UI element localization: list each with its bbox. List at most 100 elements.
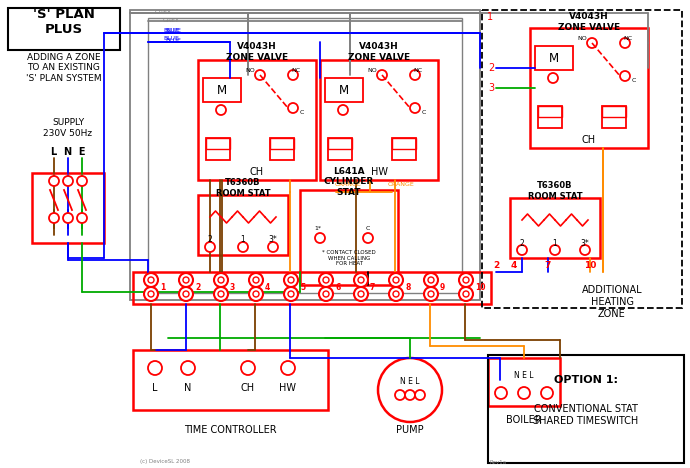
Text: CONVENTIONAL STAT
SHARED TIMESWITCH: CONVENTIONAL STAT SHARED TIMESWITCH	[533, 404, 639, 426]
Bar	[538, 106, 562, 117]
Text: C: C	[366, 226, 371, 231]
Circle shape	[218, 291, 224, 297]
Text: 6: 6	[335, 283, 340, 292]
Bar	[538, 106, 562, 128]
Text: 3*: 3*	[268, 235, 277, 244]
Circle shape	[517, 245, 527, 255]
Circle shape	[179, 287, 193, 301]
Bar	[602, 106, 626, 128]
Text: HW: HW	[371, 167, 388, 177]
Circle shape	[463, 277, 469, 283]
Text: T6360B
ROOM STAT: T6360B ROOM STAT	[216, 178, 270, 197]
Circle shape	[255, 70, 265, 80]
Bar	[488, 358, 560, 406]
Circle shape	[148, 361, 162, 375]
Circle shape	[410, 103, 420, 113]
Bar	[130, 10, 480, 300]
Text: 1: 1	[553, 239, 558, 248]
Circle shape	[183, 291, 189, 297]
Circle shape	[284, 273, 298, 287]
Text: C: C	[422, 110, 426, 115]
Circle shape	[288, 277, 294, 283]
Bar	[203, 78, 241, 102]
Bar	[206, 138, 230, 149]
Text: V4043H
ZONE VALVE: V4043H ZONE VALVE	[348, 42, 410, 62]
Bar	[328, 138, 352, 160]
Bar	[133, 350, 328, 410]
Circle shape	[410, 70, 420, 80]
Text: TIME CONTROLLER: TIME CONTROLLER	[184, 425, 276, 435]
Circle shape	[218, 277, 224, 283]
Bar	[320, 60, 438, 180]
Circle shape	[518, 387, 530, 399]
Text: N E L: N E L	[400, 378, 420, 387]
Text: C: C	[300, 110, 304, 115]
Text: M: M	[339, 83, 349, 96]
Text: 1: 1	[487, 12, 493, 22]
Text: 1: 1	[241, 235, 246, 244]
Text: ORANGE: ORANGE	[388, 183, 415, 188]
Text: 7: 7	[370, 283, 375, 292]
Text: 2: 2	[208, 235, 213, 244]
Circle shape	[253, 291, 259, 297]
Bar	[206, 138, 230, 160]
Circle shape	[319, 273, 333, 287]
Bar	[392, 138, 416, 149]
Circle shape	[459, 287, 473, 301]
Text: ADDING A ZONE
TO AN EXISTING
'S' PLAN SYSTEM: ADDING A ZONE TO AN EXISTING 'S' PLAN SY…	[26, 53, 102, 83]
Circle shape	[393, 277, 399, 283]
Bar	[148, 18, 462, 293]
Circle shape	[377, 70, 387, 80]
Text: M: M	[217, 83, 227, 96]
Circle shape	[428, 277, 434, 283]
Circle shape	[415, 390, 425, 400]
Text: OPTION 1:: OPTION 1:	[554, 375, 618, 385]
Circle shape	[288, 70, 298, 80]
Text: GREY: GREY	[155, 10, 172, 15]
Bar	[510, 198, 600, 258]
Text: Rev1a: Rev1a	[490, 460, 507, 465]
Text: NO: NO	[367, 67, 377, 73]
Circle shape	[389, 287, 403, 301]
Circle shape	[205, 242, 215, 252]
Circle shape	[249, 273, 263, 287]
Circle shape	[284, 287, 298, 301]
Text: L641A
CYLINDER
STAT: L641A CYLINDER STAT	[324, 167, 374, 197]
Text: NC: NC	[413, 67, 422, 73]
Circle shape	[144, 287, 158, 301]
Text: GREY: GREY	[163, 19, 180, 23]
Circle shape	[315, 233, 325, 243]
Text: L: L	[152, 383, 158, 393]
Text: PUMP: PUMP	[396, 425, 424, 435]
Bar	[602, 106, 626, 117]
Circle shape	[338, 105, 348, 115]
Circle shape	[395, 390, 405, 400]
Circle shape	[424, 287, 438, 301]
Circle shape	[148, 291, 154, 297]
Text: NC: NC	[624, 36, 633, 41]
Circle shape	[463, 291, 469, 297]
Text: 2: 2	[493, 262, 499, 271]
Circle shape	[354, 287, 368, 301]
Circle shape	[620, 71, 630, 81]
Circle shape	[144, 273, 158, 287]
Text: HW: HW	[279, 383, 297, 393]
Text: 4: 4	[511, 262, 518, 271]
Text: CH: CH	[250, 167, 264, 177]
Bar	[8, 8, 120, 50]
Circle shape	[495, 387, 507, 399]
Text: 3*: 3*	[580, 239, 589, 248]
Text: 7: 7	[545, 262, 551, 271]
Text: V4043H
ZONE VALVE: V4043H ZONE VALVE	[558, 12, 620, 32]
Bar	[270, 138, 294, 149]
Circle shape	[319, 287, 333, 301]
Text: 10: 10	[475, 283, 486, 292]
Circle shape	[183, 277, 189, 283]
Circle shape	[253, 277, 259, 283]
Text: 2: 2	[195, 283, 200, 292]
Text: 2: 2	[488, 63, 494, 73]
Bar	[32, 173, 104, 243]
Circle shape	[49, 176, 59, 186]
Circle shape	[459, 273, 473, 287]
Text: 10: 10	[584, 262, 596, 271]
